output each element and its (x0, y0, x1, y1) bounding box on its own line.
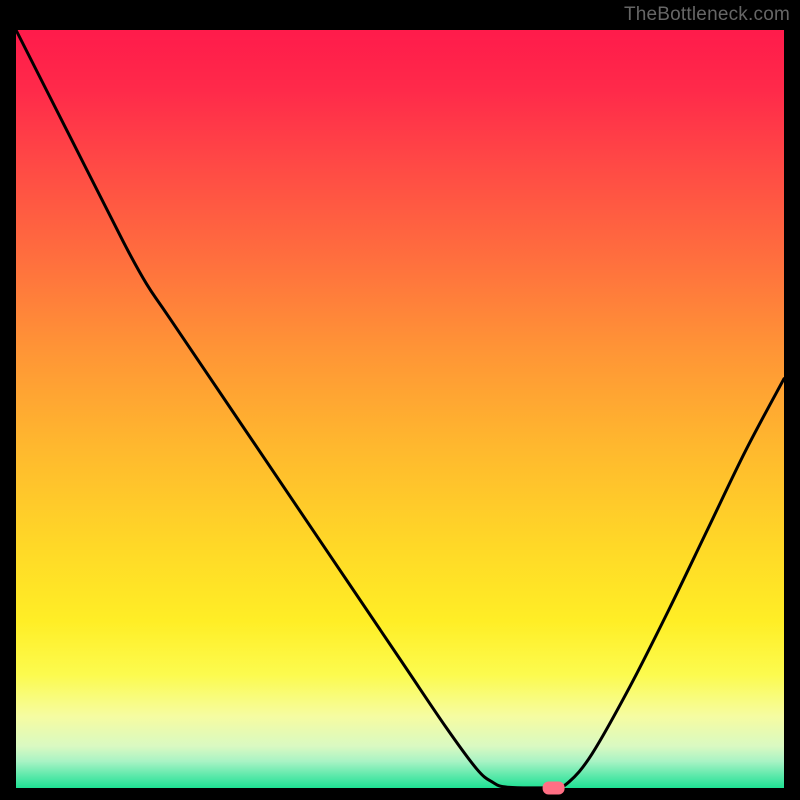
optimal-marker (543, 782, 565, 795)
plot-gradient-background (16, 30, 784, 788)
chart-stage: TheBottleneck.com (0, 0, 800, 800)
watermark-label: TheBottleneck.com (624, 4, 790, 26)
bottleneck-chart (0, 0, 800, 800)
